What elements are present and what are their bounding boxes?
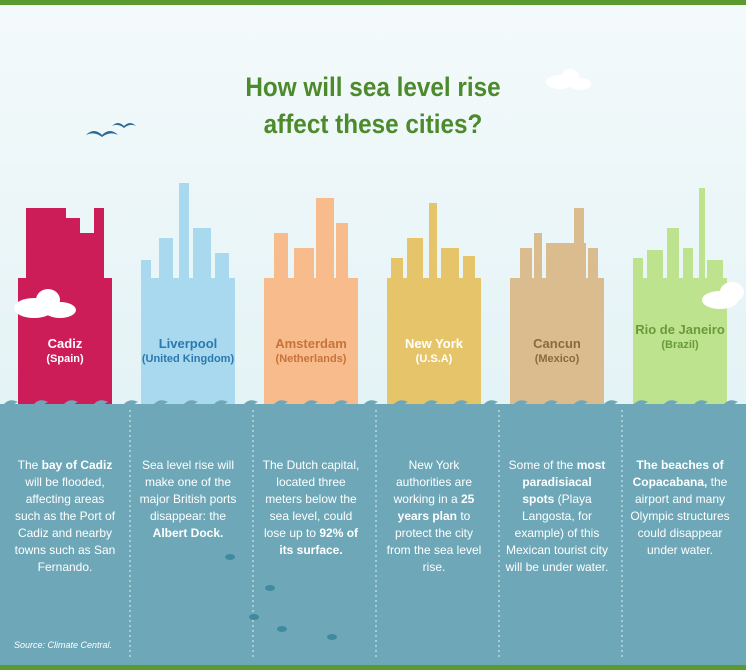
tower — [534, 233, 542, 279]
building — [141, 183, 235, 410]
tower — [179, 183, 189, 279]
description-text: The beaches of Copacabana, — [632, 458, 724, 489]
description-text: The — [17, 458, 42, 472]
building-base — [264, 278, 358, 410]
bird — [86, 131, 118, 137]
tower — [647, 250, 663, 279]
city-name: Amsterdam (Netherlands) — [264, 336, 358, 367]
city-name: Liverpool (United Kingdom) — [141, 336, 235, 365]
city-description: The bay of Cadiz will be flooded, affect… — [13, 457, 117, 576]
city-name: New York (U.S.A) — [387, 336, 481, 367]
description-text: 92% of its surface. — [279, 526, 359, 557]
tower — [683, 248, 693, 279]
building-base — [387, 278, 481, 410]
tower — [193, 228, 211, 279]
fish — [225, 554, 337, 640]
description-text: 25 years plan — [397, 492, 475, 523]
tower — [294, 248, 314, 279]
city-country: (Brazil) — [661, 339, 699, 351]
city-name: Cancun (Mexico) — [510, 336, 604, 367]
city-description: The Dutch capital, located three meters … — [259, 457, 363, 559]
tower — [699, 188, 705, 279]
tower — [633, 258, 643, 279]
description-text: Sea level rise will make one of the majo… — [139, 458, 237, 523]
cloud — [702, 282, 744, 309]
tower — [429, 203, 437, 279]
title-line: How will sea level rise — [245, 72, 501, 102]
title-line: affect these cities? — [263, 109, 483, 139]
description-text: to protect the city from the sea level r… — [386, 509, 482, 574]
description-text: Albert Dock. — [152, 526, 224, 540]
building-base — [141, 278, 235, 410]
tower — [520, 248, 532, 279]
city-description: The beaches of Copacabana, the airport a… — [628, 457, 732, 559]
cloud — [14, 289, 76, 318]
building — [18, 208, 112, 410]
building — [387, 203, 481, 410]
bottom-bar — [0, 665, 746, 670]
bird — [112, 123, 136, 128]
tower — [336, 223, 348, 279]
tower — [62, 218, 80, 279]
tower — [316, 198, 334, 279]
description-text: will be flooded, affecting areas such as… — [14, 475, 116, 574]
description-text: bay of Cadiz — [41, 458, 113, 472]
description-text: the airport and many Olympic structures … — [630, 475, 730, 557]
description-text: most paradisiacal spots — [522, 458, 606, 506]
top-bar — [0, 0, 746, 5]
description-text: Some of the — [508, 458, 577, 472]
cloud — [546, 69, 591, 90]
building — [510, 208, 604, 410]
description-text: The Dutch capital, located three meters … — [262, 458, 360, 540]
city-country: (U.S.A) — [415, 353, 453, 365]
description-text: (Playa Langosta, for example) of this Me… — [505, 492, 609, 574]
city-country: (Mexico) — [534, 353, 580, 365]
city-country: (United Kingdom) — [141, 353, 235, 365]
wave — [0, 400, 746, 420]
tower — [407, 238, 423, 279]
tower — [94, 208, 104, 279]
city-name: Rio de Janeiro (Brazil) — [633, 322, 727, 353]
tower — [441, 248, 459, 279]
tower — [159, 238, 173, 279]
city-description: Sea level rise will make one of the majo… — [136, 457, 240, 542]
building-base — [510, 278, 604, 410]
city-name: Cadiz (Spain) — [18, 336, 112, 367]
tower — [707, 260, 723, 279]
source: Source: Climate Central. — [14, 640, 113, 650]
tower — [215, 253, 229, 279]
city-country: (Spain) — [46, 353, 84, 365]
tower — [463, 256, 475, 279]
city-country: (Netherlands) — [275, 353, 347, 365]
city-description: Some of the most paradisiacal spots (Pla… — [505, 457, 609, 576]
tower — [588, 248, 598, 279]
tower — [274, 233, 288, 279]
tower — [667, 228, 679, 279]
tower — [574, 208, 584, 279]
building — [264, 198, 358, 410]
tower — [141, 260, 151, 279]
tower — [391, 258, 403, 279]
description-text: New York authorities are working in a — [393, 458, 473, 506]
city-description: New York authorities are working in a 25… — [382, 457, 486, 576]
